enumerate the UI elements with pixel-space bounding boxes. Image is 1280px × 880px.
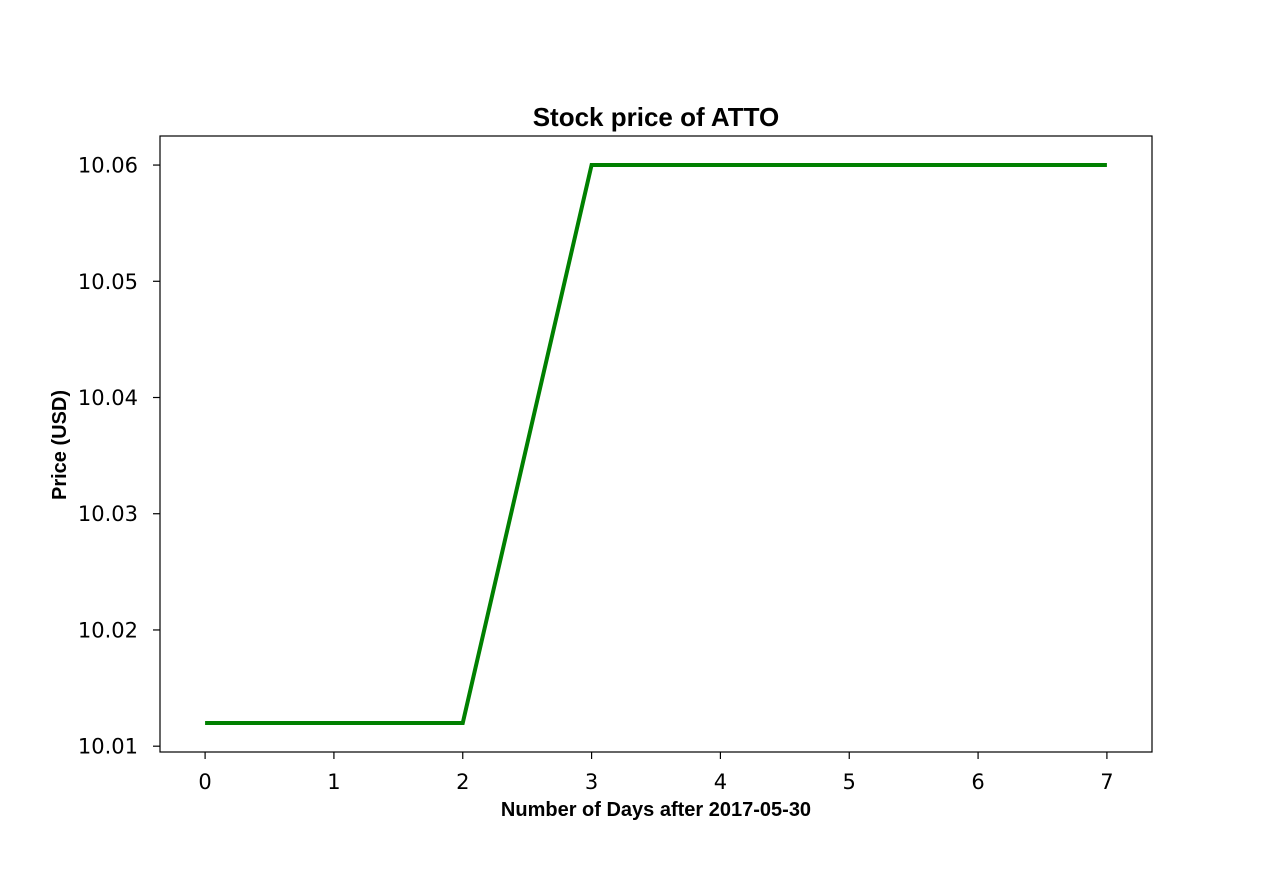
plot-area-frame xyxy=(159,135,1153,753)
x-tick-label: 1 xyxy=(327,770,340,794)
x-axis-label: Number of Days after 2017-05-30 xyxy=(501,799,811,821)
x-tick-label: 6 xyxy=(971,770,984,794)
x-tick-label: 5 xyxy=(843,770,856,794)
series-layer xyxy=(204,163,1108,725)
x-axis: 0 1 2 3 4 5 6 7 xyxy=(198,752,1114,794)
x-tick-label: 4 xyxy=(714,770,727,794)
x-tick-label: 0 xyxy=(198,770,211,794)
y-tick-label: 10.05 xyxy=(78,270,138,294)
x-tick-label: 3 xyxy=(585,770,598,794)
x-tick-label: 7 xyxy=(1100,770,1113,794)
x-tick-label: 2 xyxy=(456,770,469,794)
y-tick-label: 10.01 xyxy=(78,735,138,759)
y-tick-label: 10.06 xyxy=(78,154,138,178)
y-tick-label: 10.04 xyxy=(78,386,138,410)
y-tick-label: 10.02 xyxy=(78,618,138,642)
price-series-line xyxy=(205,163,1107,725)
y-axis: 10.01 10.02 10.03 10.04 10.05 10.06 xyxy=(78,154,160,759)
y-axis-label: Price (USD) xyxy=(49,390,71,500)
chart-title: Stock price of ATTO xyxy=(533,102,780,132)
y-tick-label: 10.03 xyxy=(78,502,138,526)
